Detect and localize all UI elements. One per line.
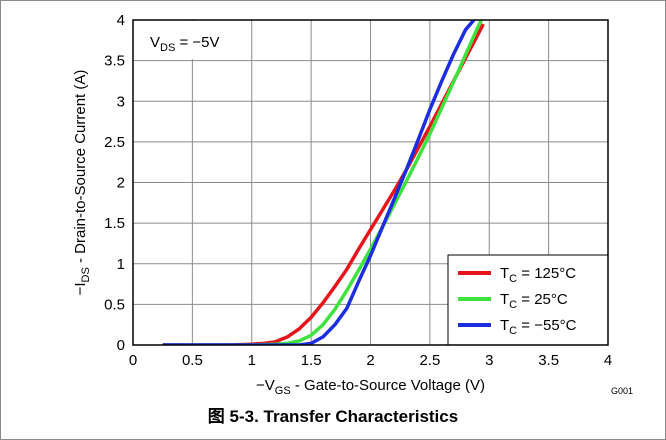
figure-id: G001 [611, 386, 633, 396]
x-tick-label: 1 [248, 352, 256, 369]
y-tick-label: 1 [117, 256, 125, 273]
legend-label-0: TC = 125°C [500, 265, 576, 285]
plot-border [132, 19, 609, 346]
grid-lines [133, 20, 608, 345]
x-tick-label: 4 [604, 352, 612, 369]
y-tick-label: 2 [117, 175, 125, 192]
y-axis-label: −IDS - Drain-to-Source Current (A) [72, 70, 92, 296]
annotation-box [135, 21, 243, 59]
x-tick-label: 3 [485, 352, 493, 369]
vds-annotation: VDS = −5V [150, 34, 220, 54]
x-tick-label: 0 [129, 352, 137, 369]
y-tick-label: 0.5 [104, 296, 125, 313]
legend-label-1: TC = 25°C [500, 291, 568, 311]
y-tick-label: 4 [117, 12, 125, 29]
x-tick-label: 2.5 [419, 352, 440, 369]
x-tick-label: 3.5 [538, 352, 559, 369]
y-tick-label: 3 [117, 93, 125, 110]
legend-label-2: TC = −55°C [500, 317, 577, 337]
y-tick-label: 2.5 [104, 134, 125, 151]
y-tick-label: 1.5 [104, 215, 125, 232]
x-tick-label: 2 [366, 352, 374, 369]
x-axis-label: −VGS - Gate-to-Source Voltage (V) [256, 377, 485, 397]
y-axis-label-group: −IDS - Drain-to-Source Current (A) [72, 70, 92, 296]
series-line-1 [162, 20, 484, 345]
series-line-2 [162, 20, 477, 345]
y-tick-label: 0 [117, 337, 125, 354]
y-tick-label: 3.5 [104, 53, 125, 70]
x-tick-label: 1.5 [301, 352, 322, 369]
figure-caption: 图 5-3. Transfer Characteristics [207, 407, 459, 426]
x-tick-label: 0.5 [182, 352, 203, 369]
